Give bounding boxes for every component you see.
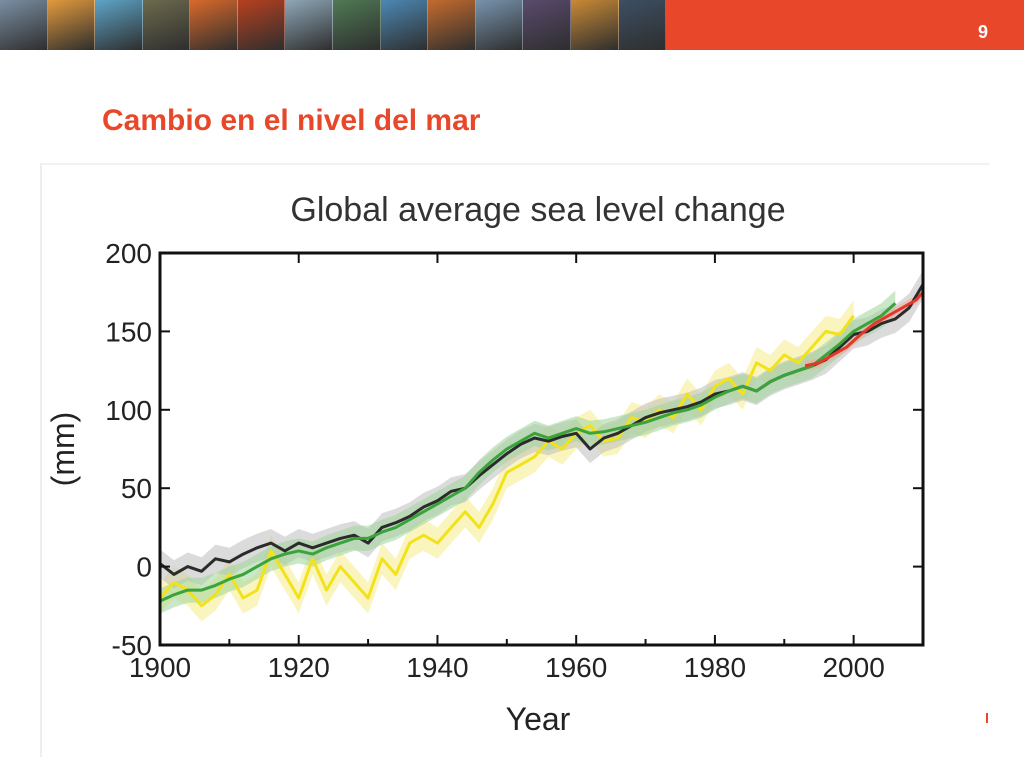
accent-mark bbox=[986, 713, 988, 723]
ship-photo bbox=[618, 0, 667, 50]
crane-photo bbox=[570, 0, 619, 50]
y-tick-label: 100 bbox=[105, 395, 152, 426]
x-tick-label: 1960 bbox=[545, 652, 607, 683]
y-tick-label: 150 bbox=[105, 316, 152, 347]
sea-level-chart: Global average sea level change 1900 1920 1… bbox=[45, 191, 925, 737]
plot-frame bbox=[158, 251, 925, 647]
photo-strip bbox=[0, 0, 667, 50]
x-tick-label: 1940 bbox=[406, 652, 468, 683]
brain-scan-photo bbox=[428, 0, 476, 50]
x-tick-label: 1900 bbox=[129, 652, 191, 683]
x-tick-label: 2000 bbox=[822, 652, 884, 683]
y-tick-label: 0 bbox=[136, 552, 152, 583]
y-axis-label: (mm) bbox=[45, 412, 81, 487]
y-tick-label: -50 bbox=[112, 630, 152, 661]
header-band: 9 bbox=[0, 0, 1024, 50]
y-tick-label: 50 bbox=[121, 473, 152, 504]
y-tick-label: 200 bbox=[105, 238, 152, 269]
storage-tanks-photo bbox=[0, 0, 48, 50]
red-sunset-photo bbox=[237, 0, 286, 50]
water-photo bbox=[95, 0, 143, 50]
city-lights-photo bbox=[523, 0, 571, 50]
leaves-photo bbox=[333, 0, 381, 50]
series-band-2 bbox=[160, 290, 896, 614]
series-line-3 bbox=[804, 291, 925, 368]
orange-sky-photo bbox=[190, 0, 238, 50]
chart-figure: Global average sea level change 1900 1920 1… bbox=[40, 163, 990, 757]
series-line-2 bbox=[159, 302, 897, 603]
oil-pump-photo bbox=[142, 0, 191, 50]
x-tick-label: 1980 bbox=[684, 652, 746, 683]
slide-number: 9 bbox=[977, 22, 988, 42]
chart-title: Global average sea level change bbox=[290, 191, 785, 229]
x-tick-label: 1920 bbox=[268, 652, 330, 683]
slide-title: Cambio en el nivel del mar bbox=[102, 104, 481, 137]
industrial-plant-photo bbox=[475, 0, 524, 50]
sea-horizon-photo bbox=[380, 0, 429, 50]
x-axis-label: Year bbox=[506, 701, 571, 737]
skyscraper-photo bbox=[285, 0, 334, 50]
sunset-plane-photo bbox=[47, 0, 96, 50]
